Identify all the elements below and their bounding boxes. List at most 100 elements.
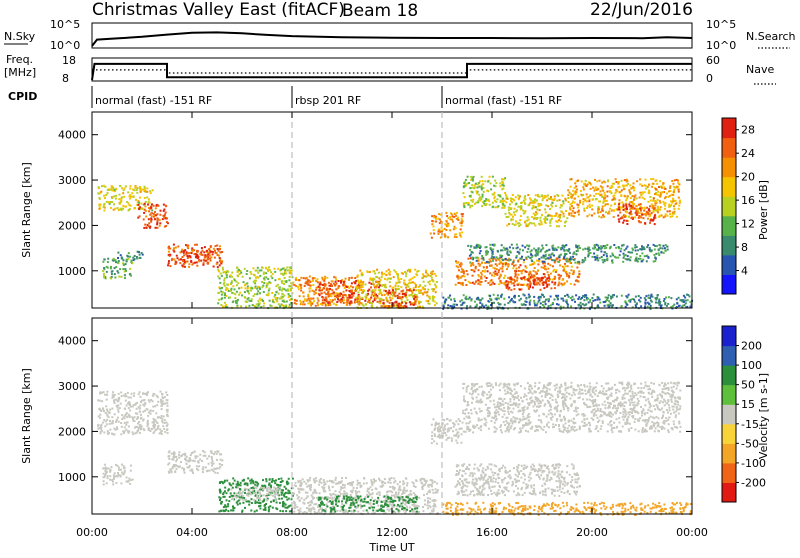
range-gate-cell bbox=[224, 294, 226, 296]
range-gate-cell bbox=[206, 470, 208, 472]
range-gate-cell bbox=[221, 298, 223, 300]
range-gate-cell bbox=[244, 291, 246, 293]
range-gate-cell bbox=[673, 208, 675, 210]
range-gate-cell bbox=[97, 428, 99, 430]
range-gate-cell bbox=[574, 182, 576, 184]
range-gate-cell bbox=[273, 487, 275, 489]
range-gate-cell bbox=[216, 263, 218, 265]
range-gate-cell bbox=[256, 276, 258, 278]
range-gate-cell bbox=[150, 221, 152, 223]
range-gate-cell bbox=[658, 216, 660, 218]
range-gate-cell bbox=[285, 496, 287, 498]
range-gate-cell bbox=[265, 267, 267, 269]
range-gate-cell bbox=[597, 297, 599, 299]
range-gate-cell bbox=[282, 489, 284, 491]
range-gate-cell bbox=[208, 463, 210, 465]
range-gate-cell bbox=[669, 210, 671, 212]
range-gate-cell bbox=[494, 200, 496, 202]
range-gate-cell bbox=[119, 185, 121, 187]
range-gate-cell bbox=[133, 392, 135, 394]
range-gate-cell bbox=[212, 253, 214, 255]
range-gate-cell bbox=[227, 510, 229, 512]
range-gate-cell bbox=[164, 214, 166, 216]
range-gate-cell bbox=[139, 206, 141, 208]
range-gate-cell bbox=[130, 275, 132, 277]
range-gate-cell bbox=[644, 255, 646, 257]
range-gate-cell bbox=[438, 233, 440, 235]
range-gate-cell bbox=[654, 193, 656, 195]
range-gate-cell bbox=[131, 416, 133, 418]
range-gate-cell bbox=[672, 183, 674, 185]
range-gate-cell bbox=[117, 472, 119, 474]
range-gate-cell bbox=[225, 304, 227, 306]
range-gate-cell bbox=[141, 426, 143, 428]
range-gate-cell bbox=[359, 289, 361, 291]
range-gate-cell bbox=[112, 394, 114, 396]
range-gate-cell bbox=[134, 258, 136, 260]
range-gate-cell bbox=[331, 289, 333, 291]
range-gate-cell bbox=[257, 483, 259, 485]
range-gate-cell bbox=[135, 199, 137, 201]
range-gate-cell bbox=[143, 189, 145, 191]
range-gate-cell bbox=[502, 182, 504, 184]
range-gate-cell bbox=[184, 454, 186, 456]
range-gate-cell bbox=[573, 207, 575, 209]
range-gate-cell bbox=[478, 198, 480, 200]
range-gate-cell bbox=[431, 237, 433, 239]
range-gate-cell bbox=[277, 268, 279, 270]
range-gate-cell bbox=[643, 246, 645, 248]
range-gate-cell bbox=[472, 252, 474, 254]
range-gate-cell bbox=[628, 294, 630, 296]
range-gate-cell bbox=[582, 203, 584, 205]
range-gate-cell bbox=[347, 301, 349, 303]
range-gate-cell bbox=[546, 277, 548, 279]
range-gate-cell bbox=[568, 296, 570, 298]
range-gate-cell bbox=[506, 248, 508, 250]
range-gate-cell bbox=[597, 188, 599, 190]
range-gate-cell bbox=[648, 303, 650, 305]
range-gate-cell bbox=[546, 284, 548, 286]
range-gate-cell bbox=[345, 289, 347, 291]
range-gate-cell bbox=[125, 206, 127, 208]
range-gate-cell bbox=[227, 503, 229, 505]
range-gate-cell bbox=[585, 180, 587, 182]
range-gate-cell bbox=[462, 215, 464, 217]
range-gate-cell bbox=[181, 265, 183, 267]
range-gate-cell bbox=[217, 266, 219, 268]
range-gate-cell bbox=[533, 213, 535, 215]
range-gate-cell bbox=[427, 281, 429, 283]
range-gate-cell bbox=[302, 303, 304, 305]
range-gate-cell bbox=[458, 269, 460, 271]
range-gate-cell bbox=[444, 228, 446, 230]
range-gate-cell bbox=[548, 254, 550, 256]
range-gate-cell bbox=[237, 481, 239, 483]
range-gate-cell bbox=[389, 302, 391, 304]
range-gate-cell bbox=[613, 209, 615, 211]
range-gate-cell bbox=[219, 466, 221, 468]
range-gate-cell bbox=[274, 296, 276, 298]
range-gate-cell bbox=[139, 424, 141, 426]
range-gate-cell bbox=[155, 207, 157, 209]
range-gate-cell bbox=[334, 298, 336, 300]
range-gate-cell bbox=[149, 401, 151, 403]
range-gate-cell bbox=[377, 301, 379, 303]
range-gate-cell bbox=[377, 281, 379, 283]
range-gate-cell bbox=[219, 248, 221, 250]
range-gate-cell bbox=[115, 482, 117, 484]
range-gate-cell bbox=[148, 210, 150, 212]
range-gate-cell bbox=[413, 276, 415, 278]
range-gate-cell bbox=[666, 193, 668, 195]
range-gate-cell bbox=[142, 404, 144, 406]
range-gate-cell bbox=[361, 274, 363, 276]
range-gate-cell bbox=[388, 277, 390, 279]
y-tick-label: 4000 bbox=[58, 129, 86, 142]
range-gate-cell bbox=[566, 299, 568, 301]
range-gate-cell bbox=[294, 302, 296, 304]
range-gate-cell bbox=[671, 180, 673, 182]
range-gate-cell bbox=[540, 297, 542, 299]
range-gate-cell bbox=[639, 301, 641, 303]
range-gate-cell bbox=[303, 295, 305, 297]
range-gate-cell bbox=[219, 282, 221, 284]
range-gate-cell bbox=[120, 208, 122, 210]
range-gate-cell bbox=[331, 295, 333, 297]
